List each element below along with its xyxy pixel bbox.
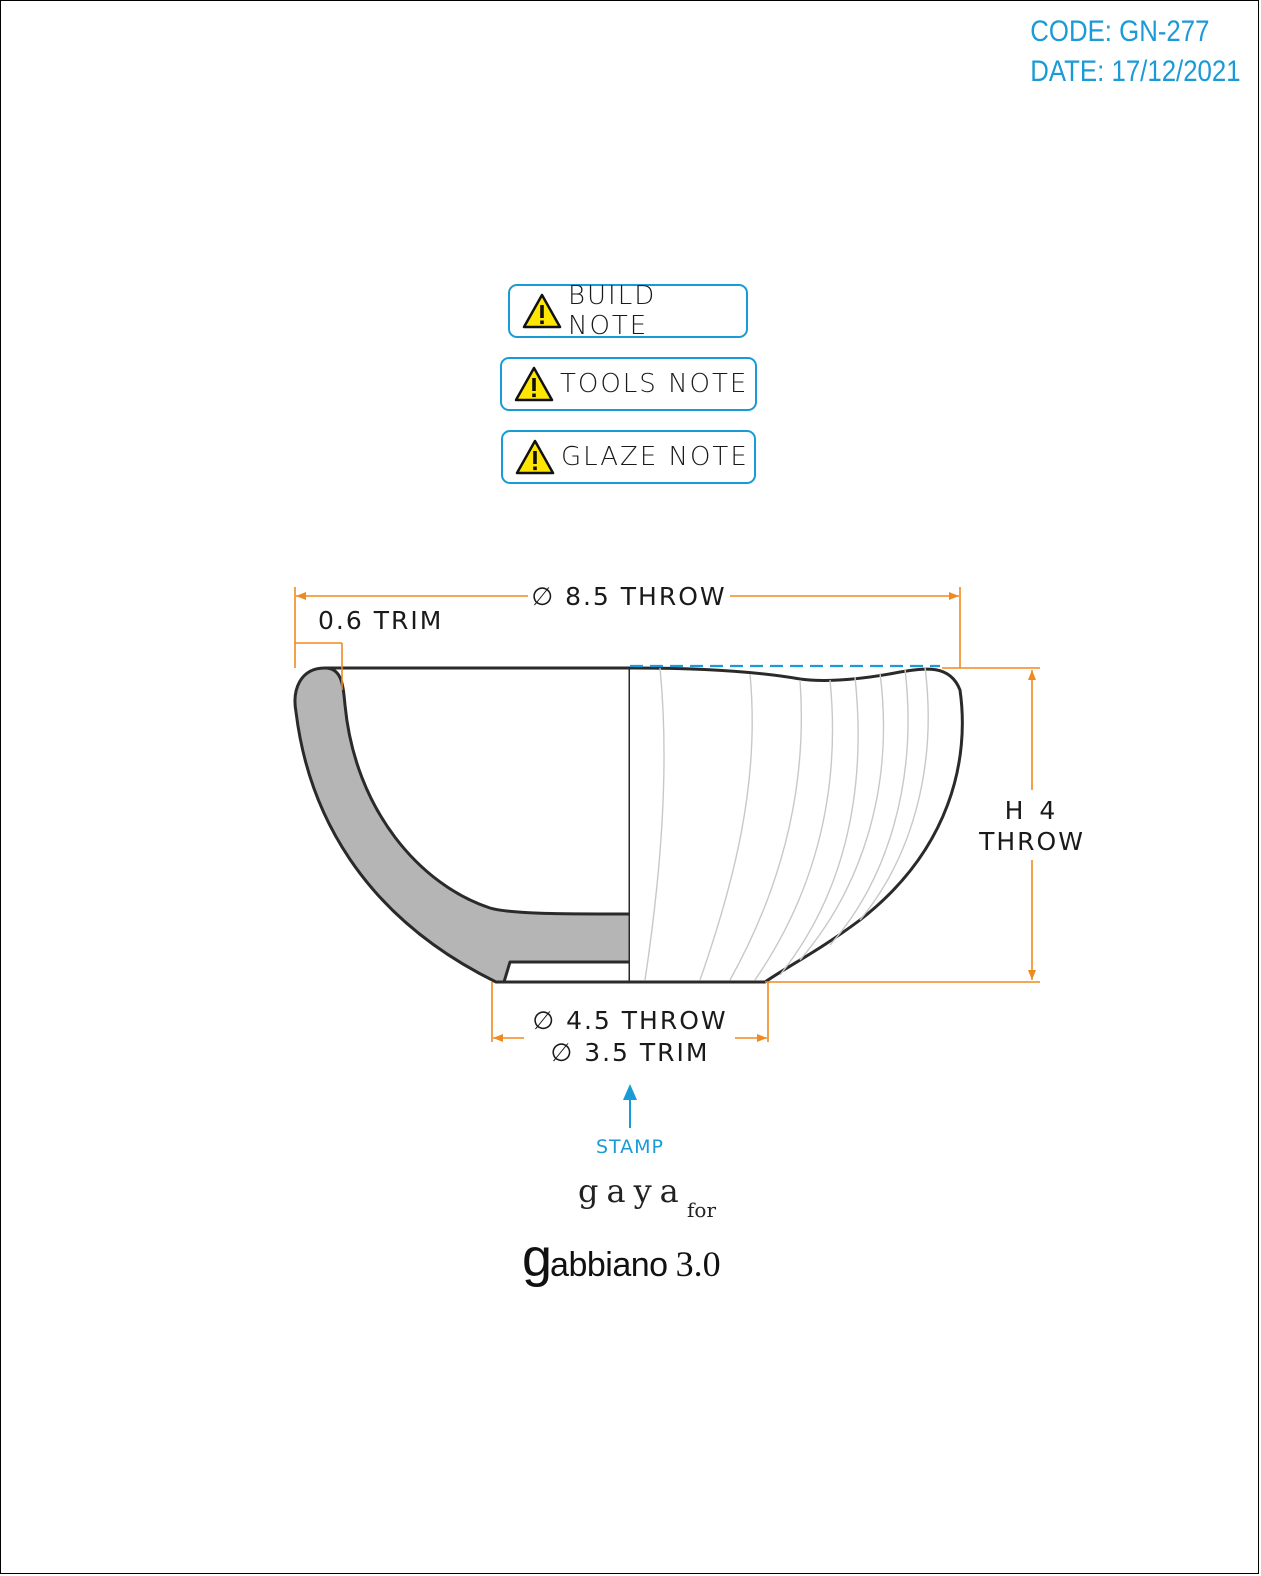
- warning-icon: [514, 366, 554, 402]
- wall-trim-dimension: [295, 642, 343, 690]
- glaze-note-button[interactable]: GLAZE NOTE: [501, 430, 756, 484]
- rim-diameter-dimension: [294, 587, 961, 668]
- bowl-cross-section: [293, 666, 632, 984]
- height-dimension: [765, 667, 1040, 983]
- logo-name: abbiano: [550, 1246, 668, 1284]
- height-label-line1: H 4: [1005, 796, 1060, 825]
- stamp-pointer-arrow: [623, 1084, 637, 1128]
- gabbiano-logo: g abbiano 3.0: [522, 1228, 721, 1288]
- foot-dimension: [491, 982, 769, 1042]
- foot-throw-label: ∅ 4.5 THROW: [532, 1006, 727, 1035]
- warning-icon: [522, 293, 562, 329]
- glaze-note-label: GLAZE NOTE: [561, 442, 749, 472]
- rim-diameter-label: ∅ 8.5 THROW: [531, 582, 726, 611]
- bowl-exterior-outline: [629, 666, 964, 984]
- brand-for: for: [687, 1198, 717, 1222]
- height-label-line2: THROW: [978, 827, 1085, 856]
- warning-icon: [515, 439, 555, 475]
- logo-initial: g: [522, 1228, 552, 1288]
- wall-trim-label: 0.6 TRIM: [318, 606, 443, 635]
- tools-note-label: TOOLS NOTE: [560, 369, 749, 399]
- drawing-date: DATE: 17/12/2021: [1030, 55, 1241, 88]
- build-note-button[interactable]: BUILD NOTE: [508, 281, 748, 341]
- foot-trim-label: ∅ 3.5 TRIM: [550, 1038, 709, 1067]
- tools-note-button[interactable]: TOOLS NOTE: [500, 357, 757, 411]
- stamp-label: STAMP: [596, 1136, 664, 1158]
- carving-lines: [644, 666, 929, 981]
- brand-gaya: gaya: [578, 1172, 687, 1210]
- logo-version: 3.0: [675, 1244, 721, 1284]
- title-block: CODE: GN-277 DATE: 17/12/2021: [1031, 12, 1241, 92]
- drawing-code: CODE: GN-277: [1030, 15, 1210, 48]
- build-note-label: BUILD NOTE: [568, 281, 657, 341]
